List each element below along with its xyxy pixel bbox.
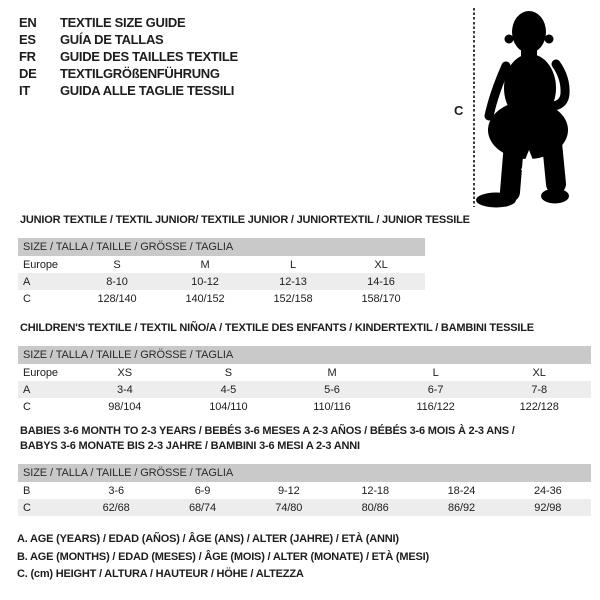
row-label: A xyxy=(23,383,31,396)
size-cell: 122/128 xyxy=(519,400,559,413)
language-row: EN TEXTILE SIZE GUIDE xyxy=(19,14,238,31)
size-cell: 10-12 xyxy=(191,275,219,288)
size-cell: XS xyxy=(117,366,133,379)
size-header-bar: SIZE / TALLA / TAILLE / GRÖSSE / TAGLIA xyxy=(18,238,425,256)
language-code: EN xyxy=(19,15,37,30)
language-title: GUIDE DES TAILLES TEXTILE xyxy=(60,49,238,64)
size-cell: 104/110 xyxy=(209,400,248,413)
size-cell: 18-24 xyxy=(447,484,476,497)
row-label: B xyxy=(23,484,31,497)
size-cell: 158/170 xyxy=(361,292,401,305)
language-title: GUIDA ALLE TAGLIE TESSILI xyxy=(60,83,235,98)
language-row: FR GUIDE DES TAILLES TEXTILE xyxy=(19,48,238,65)
size-cell: 80/86 xyxy=(361,501,389,514)
size-cell: S xyxy=(224,366,233,379)
height-label-c: C xyxy=(454,103,464,118)
size-header-bar: SIZE / TALLA / TAILLE / GRÖSSE / TAGLIA xyxy=(18,464,591,482)
row-label: C xyxy=(23,400,31,413)
row-label: Europe xyxy=(23,258,58,271)
table-title: BABYS 3-6 MONATE BIS 2-3 JAHRE / BAMBINI… xyxy=(20,440,360,452)
size-cell: M xyxy=(200,258,210,271)
row-label: C xyxy=(23,292,31,305)
size-table: B 3-6 6-9 9-12 12-18 18-24 24-36 C 62/68 68/74 74/… xyxy=(18,482,591,516)
size-cell: 110/116 xyxy=(313,400,351,413)
table-title: BABIES 3-6 MONTH TO 2-3 YEARS / BEBÉS 3-… xyxy=(20,425,515,437)
size-cell: 92/98 xyxy=(534,501,562,514)
legend: A. AGE (YEARS) / EDAD (AÑOS) / ÂGE (ANS)… xyxy=(17,531,429,584)
size-table: Europe S M L XL A 8-10 10-12 12-13 14-16 C 128/140 1… xyxy=(18,256,425,307)
size-cell: M xyxy=(327,366,337,379)
size-table: Europe XS S M L XL A 3-4 4-5 5-6 6-7 7-8 C 98/104 104/… xyxy=(18,364,591,415)
size-cell: L xyxy=(432,366,439,379)
table-row: Europe S M L XL xyxy=(18,256,425,273)
table-row: C 98/104 104/110 110/116 116/122 122/128 xyxy=(18,398,591,415)
legend-line-a: A. AGE (YEARS) / EDAD (AÑOS) / ÂGE (ANS)… xyxy=(17,533,399,545)
table-title: CHILDREN'S TEXTILE / TEXTIL NIÑO/A / TEX… xyxy=(20,322,534,334)
size-cell: 12-13 xyxy=(279,275,307,288)
size-cell: 5-6 xyxy=(324,383,340,396)
table-row: C 62/68 68/74 74/80 80/86 86/92 92/98 xyxy=(18,499,591,516)
size-cell: 4-5 xyxy=(220,383,237,396)
language-title: TEXTILGRÖßENFÜHRUNG xyxy=(60,66,220,81)
table-row: A 3-4 4-5 5-6 6-7 7-8 xyxy=(18,381,591,398)
size-cell: 86/92 xyxy=(447,501,475,514)
table-row: C 128/140 140/152 152/158 158/170 xyxy=(18,290,425,307)
size-cell: 7-8 xyxy=(531,383,547,396)
language-title: TEXTILE SIZE GUIDE xyxy=(60,15,186,30)
baby-silhouette-icon xyxy=(476,11,570,208)
size-cell: 74/80 xyxy=(275,501,303,514)
language-code: FR xyxy=(19,49,36,64)
size-cell: 128/140 xyxy=(97,292,137,305)
row-label: C xyxy=(23,501,31,514)
size-cell: 3-6 xyxy=(108,484,124,497)
legend-line-c: C. (cm) HEIGHT / ALTURA / HAUTEUR / HÖHE… xyxy=(17,568,304,580)
table-title: JUNIOR TEXTILE / TEXTIL JUNIOR/ TEXTILE … xyxy=(20,214,470,226)
size-cell: 62/68 xyxy=(102,501,130,514)
language-row: DE TEXTILGRÖßENFÜHRUNG xyxy=(19,65,238,82)
size-cell: S xyxy=(113,258,121,271)
row-label: Europe xyxy=(23,366,58,379)
size-header-bar: SIZE / TALLA / TAILLE / GRÖSSE / TAGLIA xyxy=(18,346,591,364)
language-row: ES GUÍA DE TALLAS xyxy=(19,31,238,48)
language-code: ES xyxy=(19,32,36,47)
size-cell: 8-10 xyxy=(106,275,128,288)
size-cell: 12-18 xyxy=(361,484,389,497)
size-cell: 6-9 xyxy=(194,484,211,497)
table-row: B 3-6 6-9 9-12 12-18 18-24 24-36 xyxy=(18,482,591,499)
size-cell: 140/152 xyxy=(185,292,225,305)
size-cell: 98/104 xyxy=(108,400,142,413)
size-cell: 68/74 xyxy=(188,501,216,514)
legend-line-b: B. AGE (MONTHS) / EDAD (MESES) / ÂGE (MO… xyxy=(17,550,429,563)
row-label: A xyxy=(23,275,31,288)
size-cell: 6-7 xyxy=(427,383,444,396)
size-cell: 116/122 xyxy=(416,400,455,413)
language-list: EN TEXTILE SIZE GUIDE ES GUÍA DE TALLAS … xyxy=(19,14,238,99)
babies-size-table: BABIES 3-6 MONTH TO 2-3 YEARS / BEBÉS 3-… xyxy=(18,424,591,516)
size-cell: 152/158 xyxy=(273,292,313,305)
size-cell: 9-12 xyxy=(278,484,300,497)
size-cell: 24-36 xyxy=(534,484,562,497)
table-row: Europe XS S M L XL xyxy=(18,364,591,381)
table-row: A 8-10 10-12 12-13 14-16 xyxy=(18,273,425,290)
language-row: IT GUIDA ALLE TAGLIE TESSILI xyxy=(19,82,238,99)
children-size-table: CHILDREN'S TEXTILE / TEXTIL NIÑO/A / TEX… xyxy=(18,321,591,415)
height-dashed-line xyxy=(473,8,475,207)
size-cell: XL xyxy=(532,366,546,379)
baby-figure: C xyxy=(440,0,600,215)
language-code: IT xyxy=(19,83,30,98)
language-code: DE xyxy=(19,66,37,81)
size-cell: L xyxy=(289,258,297,271)
size-cell: 3-4 xyxy=(116,383,133,396)
size-cell: XL xyxy=(374,258,388,271)
size-cell: 14-16 xyxy=(367,275,395,288)
junior-size-table: JUNIOR TEXTILE / TEXTIL JUNIOR/ TEXTILE … xyxy=(18,213,470,307)
language-title: GUÍA DE TALLAS xyxy=(60,32,164,47)
